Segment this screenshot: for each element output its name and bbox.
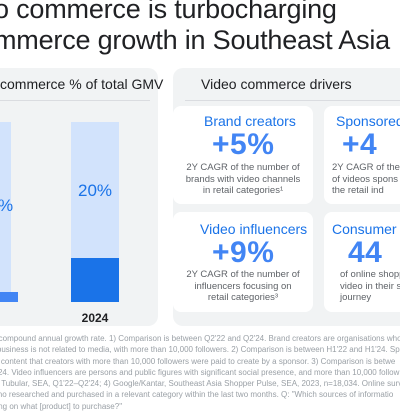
footnote-line: ding on what [product] to purchase?" <box>0 401 123 411</box>
footnote-line: e compound annual growth rate. 1) Compar… <box>0 334 400 343</box>
footnote-line: 2'24. Video influencers are persons and … <box>0 367 400 377</box>
driver-tile-consumer-behaviour <box>324 212 400 312</box>
footnote-line: who researched and purchased in a releva… <box>0 390 394 400</box>
desc-line: of videos spons <box>332 173 399 185</box>
footnotes: e compound annual growth rate. 1) Compar… <box>0 333 400 412</box>
driver-tile-title: Consumer be <box>332 221 400 237</box>
bar-2024-value-label: 20% <box>77 181 113 200</box>
desc-line: the retail ind <box>332 185 384 196</box>
desc-line: 2Y CAGR of the number of <box>186 269 300 280</box>
page-title: o commerce is turbocharging mmerce growt… <box>0 0 400 56</box>
drivers-panel-title: Video commerce drivers <box>201 76 352 92</box>
bar-2024-year-label: 2024 <box>81 311 109 325</box>
desc-line: in retail categories¹ <box>202 185 284 196</box>
driver-tile-value: 44 <box>348 236 383 269</box>
driver-tile-brand-creators <box>173 106 313 204</box>
desc-line: video in their sh <box>340 280 400 292</box>
driver-tile-title: Brand creators <box>204 113 296 129</box>
driver-tile-title: Video influencers <box>200 221 308 237</box>
desc-line: 2Y CAGR of the number of <box>186 162 300 173</box>
desc-line: retail categories³ <box>207 292 279 303</box>
driver-tile-value: +9% <box>212 236 275 269</box>
gmv-panel-title: commerce % of total GMV <box>0 76 164 92</box>
bar-2024-fill <box>71 258 119 302</box>
bar-1-background <box>0 122 11 302</box>
desc-line: 2Y CAGR of the n <box>332 162 400 173</box>
footnote-line: 1) Tubular, SEA, Q1'22–Q2'24; 4) Google/… <box>0 379 400 389</box>
desc-line: journey <box>340 292 372 303</box>
footnote-line: r business is not related to media, with… <box>0 345 400 355</box>
title-line-1: o commerce is turbocharging <box>0 0 337 24</box>
driver-tile-description: 2Y CAGR of the number of brands with vid… <box>173 162 313 197</box>
driver-tile-title: Sponsored c <box>336 113 400 129</box>
bar-1-fill <box>0 292 18 302</box>
gmv-panel-divider <box>0 100 150 101</box>
drivers-panel-divider <box>185 100 400 101</box>
desc-line: brands with video channels <box>185 173 301 185</box>
desc-line: influencers focusing on <box>194 280 292 292</box>
driver-tile-description: 2Y CAGR of the number of influencers foc… <box>173 269 313 304</box>
footnote-line: to content that creators with more than … <box>0 356 396 366</box>
driver-tile-description: 2Y CAGR of the n of videos spons the ret… <box>332 162 400 197</box>
driver-tile-video-influencers <box>173 212 313 312</box>
driver-tile-description: of online shopp video in their sh journe… <box>340 269 400 304</box>
driver-tile-value: +5% <box>212 128 275 161</box>
bar-1-value-label: % <box>0 196 13 216</box>
driver-tile-value: +4 <box>342 128 378 161</box>
title-line-2: mmerce growth in Southeast Asia <box>0 25 390 55</box>
desc-line: of online shopp <box>340 269 400 280</box>
driver-tile-sponsored-content <box>324 106 400 204</box>
